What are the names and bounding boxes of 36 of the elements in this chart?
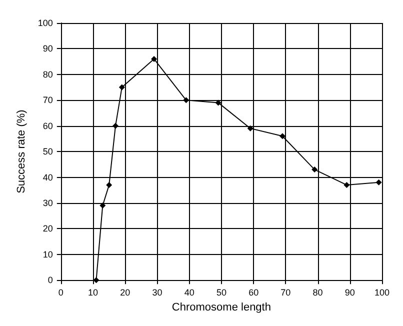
point: [112, 122, 118, 129]
point: [118, 84, 125, 90]
y-tick-label: 100: [38, 18, 53, 28]
point: [183, 97, 190, 104]
point: [106, 182, 112, 188]
x-tick-label: 40: [184, 288, 194, 298]
point: [247, 125, 254, 132]
point: [279, 133, 286, 140]
point: [376, 179, 382, 186]
y-tick-label: 20: [42, 224, 53, 234]
y-tick-label: 80: [42, 69, 53, 80]
y-tick-label: 50: [42, 146, 53, 157]
y-tick-label: 60: [42, 120, 53, 131]
point: [312, 166, 318, 173]
x-tick-label: 80: [312, 288, 323, 298]
x-tick-label: 90: [344, 288, 355, 298]
point: [151, 56, 158, 62]
point: [344, 182, 350, 188]
x-tick-label: 20: [120, 288, 130, 298]
y-axis-title: Success rate (%): [16, 110, 28, 194]
point: [215, 100, 222, 106]
x-tick-label: 70: [280, 288, 291, 298]
y-tick-label: 40: [42, 172, 53, 182]
x-tick-label: 30: [152, 288, 162, 298]
x-tick-label: 50: [216, 288, 226, 298]
x-tick-label: 10: [88, 288, 98, 298]
x-tick-label: 0: [58, 288, 64, 298]
y-tick-label: 10: [42, 249, 53, 260]
y-tick-label: 90: [42, 44, 53, 54]
y-tick-label: 70: [42, 95, 53, 106]
x-tick-label: 60: [248, 288, 259, 298]
y-tick-label: 0: [48, 275, 53, 286]
x-axis-title: Chromosome length: [172, 302, 271, 314]
point: [100, 202, 106, 209]
x-tick-label: 100: [374, 288, 390, 298]
y-tick-label: 30: [42, 198, 53, 208]
